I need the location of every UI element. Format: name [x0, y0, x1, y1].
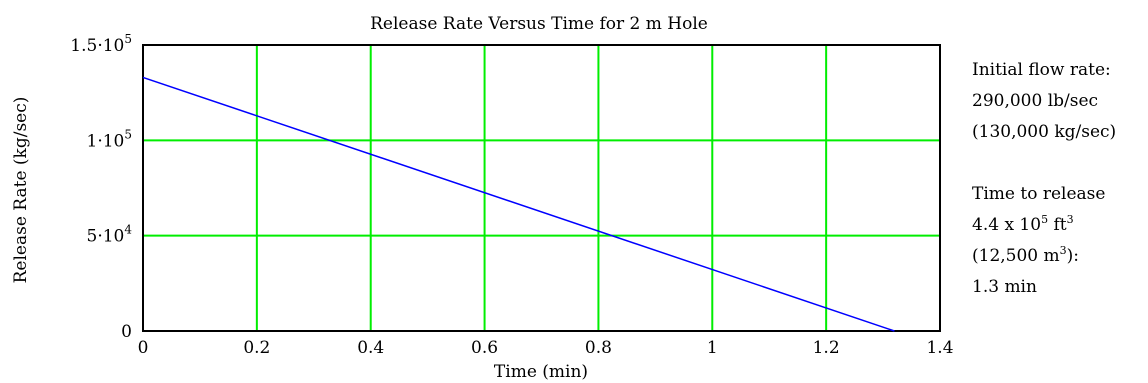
x-tick-label: 0: [138, 338, 149, 358]
y-tick-labels: 0 5·104 1·105 1.5·105: [70, 32, 132, 342]
x-tick-label: 1.2: [813, 338, 840, 358]
y-tick-label: 1.5·105: [70, 32, 132, 56]
x-tick-labels: 0 0.2 0.4 0.6 0.8 1 1.2 1.4: [138, 338, 954, 358]
x-tick-label: 0.6: [471, 338, 498, 358]
x-tick-label: 0.8: [585, 338, 612, 358]
x-tick-label: 1: [707, 338, 718, 358]
series-group: [142, 76, 895, 332]
note-time-label: Time to release: [972, 184, 1106, 204]
plot-frame: [142, 44, 941, 332]
note-flow-lb: 290,000 lb/sec: [972, 91, 1099, 111]
x-tick-label: 1.4: [926, 338, 953, 358]
note-initial-flow-label: Initial flow rate:: [972, 60, 1111, 80]
y-tick-label: 5·104: [87, 223, 133, 247]
y-tick-label: 0: [121, 322, 132, 342]
grid-lines: [143, 45, 940, 331]
side-notes: Initial flow rate: 290,000 lb/sec (130,0…: [972, 55, 1146, 303]
x-axis-label: Time (min): [494, 362, 588, 382]
x-tick-label: 0.4: [357, 338, 384, 358]
y-axis-label: Release Rate (kg/sec): [11, 97, 31, 284]
release-rate-chart: Release Rate Versus Time for 2 m Hole Re…: [11, 14, 954, 382]
y-tick-label: 1·105: [87, 127, 133, 151]
series-line: [142, 76, 895, 332]
note-flow-kg: (130,000 kg/sec): [972, 122, 1117, 142]
note-volume-ft: 4.4 x 105 ft3: [972, 213, 1074, 235]
note-time-value: 1.3 min: [972, 277, 1037, 297]
x-tick-label: 0.2: [243, 338, 270, 358]
note-volume-m: (12,500 m3):: [972, 244, 1080, 266]
chart-title: Release Rate Versus Time for 2 m Hole: [370, 14, 708, 34]
